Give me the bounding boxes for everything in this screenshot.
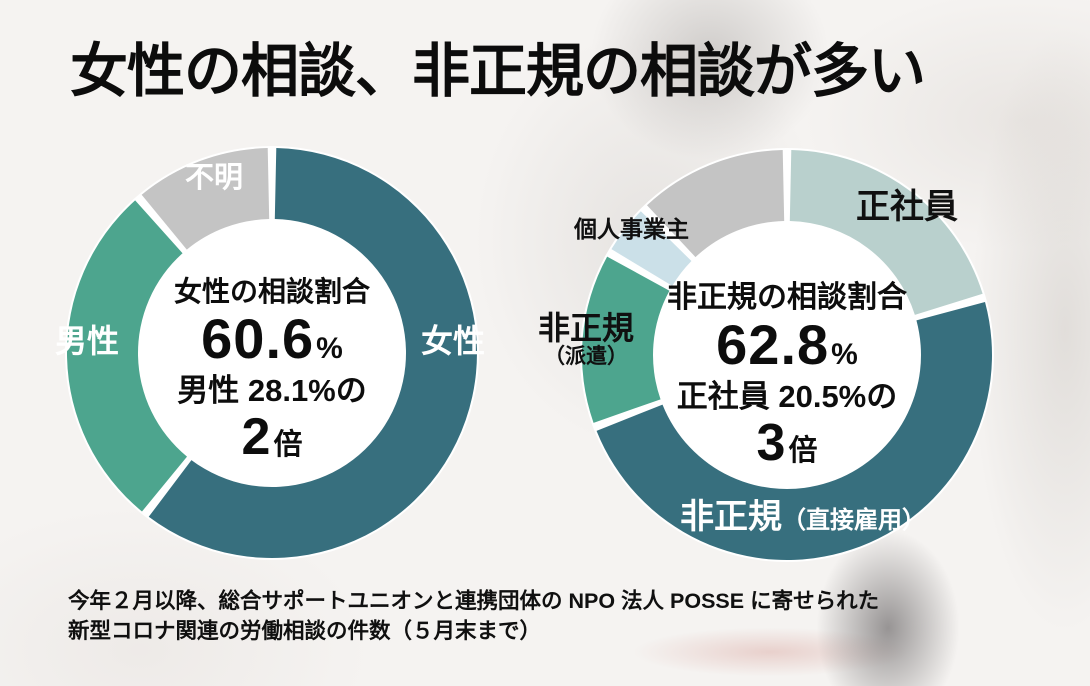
page-title: 女性の相談、非正規の相談が多い	[70, 39, 926, 104]
source-caption-line2: 新型コロナ関連の労働相談の件数（５月末まで）	[68, 618, 542, 643]
donut-slice-3	[611, 211, 692, 286]
employment-percent-sign: %	[831, 338, 858, 372]
donut-slice-1	[596, 301, 992, 560]
gender-donut-svg	[65, 146, 479, 560]
gender-center-value: 60.6%	[201, 307, 343, 371]
employment-center-value: 62.8%	[716, 313, 858, 377]
slice-label-nonregular-dispatch: 非正規 （派遣）	[526, 312, 646, 367]
donut-slice-1	[67, 200, 188, 512]
slice-label-female: 女性	[421, 323, 486, 359]
slice-label-sole-proprietor: 個人事業主	[574, 216, 689, 242]
gender-percent-sign: %	[316, 332, 343, 366]
donut-slice-0	[148, 148, 477, 558]
source-caption: 今年２月以降、総合サポートユニオンと連携団体の NPO 法人 POSSE に寄せ…	[68, 587, 879, 646]
employment-multiplier-unit: 倍	[788, 434, 818, 467]
employment-multiplier-number: 3	[756, 413, 786, 472]
donut-slice-2	[141, 148, 270, 250]
gender-percent-number: 60.6	[201, 307, 315, 371]
slice-label-nonregular-dispatch-sub: （派遣）	[544, 345, 628, 368]
employment-center-title: 非正規の相談割合	[667, 281, 907, 315]
gender-multiplier-number: 2	[241, 407, 271, 466]
donut-slice-4	[646, 150, 785, 258]
slice-label-male: 男性	[55, 323, 120, 359]
slice-label-nonregular-direct: 非正規（直接雇用）	[680, 500, 926, 534]
slice-label-unknown: 不明	[185, 162, 244, 194]
employment-donut-svg	[580, 148, 994, 562]
slice-label-nonregular-dispatch-main: 非正規	[537, 310, 634, 346]
employment-comparison-text: 正社員 20.5%の	[676, 379, 898, 415]
gender-center-title: 女性の相談割合	[173, 276, 370, 308]
donut-slice-2	[581, 256, 670, 423]
slice-label-nonregular-direct-sub: （直接雇用）	[782, 507, 926, 534]
slice-label-nonregular-direct-main: 非正規	[680, 498, 782, 536]
slice-label-regular-employee: 正社員	[856, 188, 958, 226]
source-caption-line1: 今年２月以降、総合サポートユニオンと連携団体の NPO 法人 POSSE に寄せ…	[68, 589, 880, 613]
gender-multiplier-unit: 倍	[273, 428, 303, 461]
donut-slice-0	[789, 150, 983, 315]
employment-percent-number: 62.8	[716, 313, 830, 377]
gender-comparison-text: 男性 28.1%の	[177, 372, 367, 408]
